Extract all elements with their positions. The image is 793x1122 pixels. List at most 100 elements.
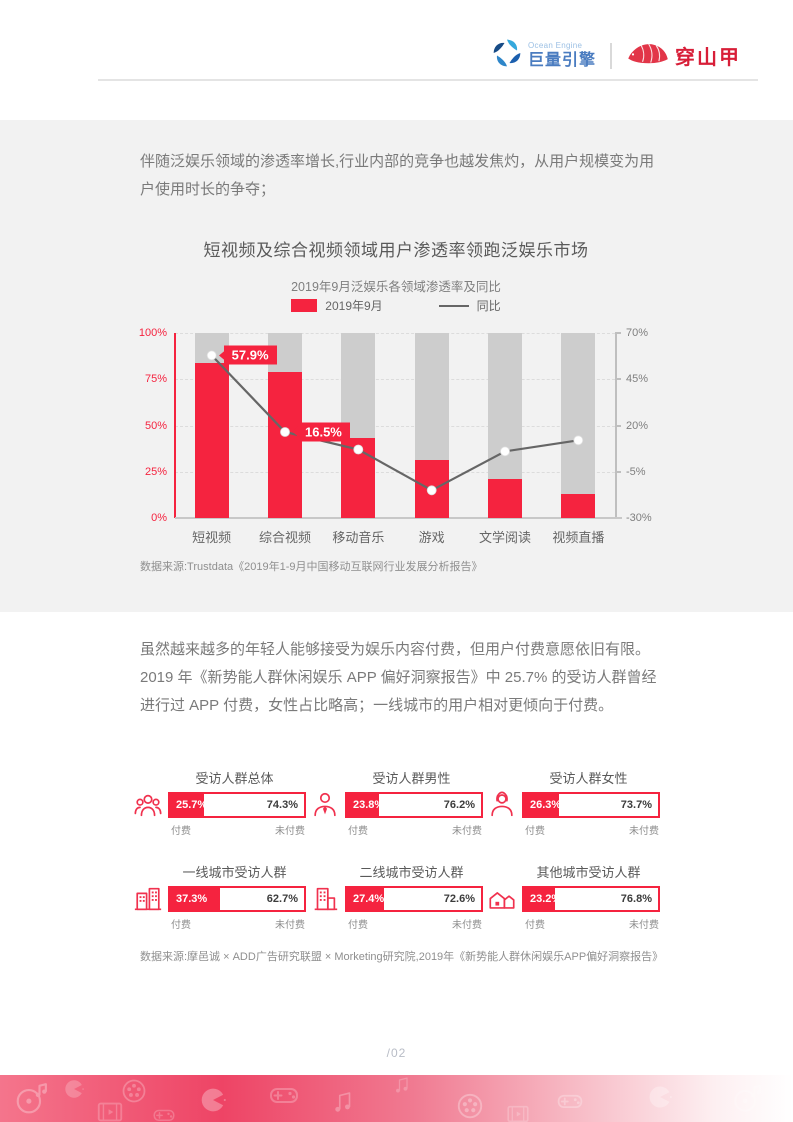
chart-source: 数据来源:Trustdata《2019年1-9月中国移动互联网行业发展分析报告》 bbox=[140, 561, 483, 573]
chart-bar bbox=[268, 371, 302, 518]
stat-block: 一线城市受访人群 37.3% 62.7% 付费 未付费 bbox=[133, 862, 308, 931]
ocean-engine-pinwheel-icon bbox=[492, 38, 522, 73]
pacman-icon bbox=[648, 1085, 672, 1109]
stat-title: 一线城市受访人群 bbox=[182, 865, 287, 880]
ocean-engine-subtext: Ocean Engine bbox=[528, 41, 583, 50]
unpaid-value: 62.7% bbox=[266, 893, 298, 905]
line-data-label: 16.5% bbox=[292, 422, 350, 442]
film-strip-icon bbox=[95, 1097, 125, 1122]
unpaid-label: 未付费 bbox=[629, 920, 659, 931]
intro-paragraph: 伴随泛娱乐领域的渗透率增长,行业内部的竞争也越发焦灼，从用户规模变为用户使用时长… bbox=[140, 153, 655, 198]
x-axis-label: 移动音乐 bbox=[332, 530, 385, 545]
y-axis-tick-left: 50% bbox=[144, 419, 167, 432]
female-person-icon bbox=[487, 790, 517, 820]
stat-title: 受访人群女性 bbox=[549, 771, 628, 786]
paid-ratio-bar: 23.2% 76.8% bbox=[522, 886, 660, 912]
paid-segment: 27.4% bbox=[347, 888, 384, 910]
chart-line-series bbox=[175, 333, 615, 518]
film-strip-icon bbox=[505, 1101, 531, 1122]
paid-ratio-bar: 26.3% 73.7% bbox=[522, 792, 660, 818]
y-axis-tick-right: 20% bbox=[626, 419, 649, 432]
paid-segment: 23.2% bbox=[524, 888, 561, 910]
legend-line-swatch bbox=[438, 304, 469, 307]
logo-divider bbox=[610, 42, 613, 69]
paid-segment: 37.3% bbox=[170, 888, 220, 910]
payment-paragraph: 虽然越来越多的年轻人能够接受为娱乐内容付费，但用户付费意愿依旧有限。2019 年… bbox=[140, 641, 657, 714]
ocean-engine-logo: Ocean Engine 巨量引擎 bbox=[492, 38, 596, 73]
y-axis-tickmark-right bbox=[615, 424, 621, 427]
paid-ratio-bar: 23.8% 76.2% bbox=[345, 792, 483, 818]
stat-block: 二线城市受访人群 27.4% 72.6% 付费 未付费 bbox=[310, 862, 485, 931]
paid-ratio-bar: 37.3% 62.7% bbox=[168, 886, 306, 912]
paid-label: 付费 bbox=[525, 920, 545, 931]
y-axis-tick-left: 25% bbox=[144, 465, 167, 478]
unpaid-value: 73.7% bbox=[620, 799, 652, 811]
gamepad-icon bbox=[556, 1087, 584, 1115]
unpaid-label: 未付费 bbox=[452, 920, 482, 931]
paid-label: 付费 bbox=[348, 826, 368, 837]
chart-gridline bbox=[175, 471, 615, 473]
x-axis-label: 游戏 bbox=[418, 530, 445, 545]
paid-segment: 26.3% bbox=[524, 794, 561, 816]
paid-label: 付费 bbox=[171, 826, 191, 837]
paid-label: 付费 bbox=[348, 920, 368, 931]
stat-title: 受访人群总体 bbox=[195, 771, 274, 786]
chart-section-panel bbox=[0, 120, 793, 612]
x-axis-label: 短视频 bbox=[192, 530, 232, 545]
y-axis-tickmark-right bbox=[615, 332, 621, 334]
y-axis-tick-left: 75% bbox=[144, 373, 167, 386]
film-reel-icon bbox=[455, 1091, 485, 1121]
stat-block: 受访人群男性 23.8% 76.2% 付费 未付费 bbox=[310, 768, 485, 837]
header-logos: Ocean Engine 巨量引擎 穿山甲 bbox=[492, 38, 741, 73]
unpaid-label: 未付费 bbox=[629, 826, 659, 837]
left-axis-line bbox=[174, 333, 176, 518]
music-note-icon bbox=[392, 1075, 412, 1095]
pangolin-logo: 穿山甲 bbox=[626, 38, 741, 73]
stat-block: 受访人群总体 25.7% 74.3% 付费 未付费 bbox=[133, 768, 308, 837]
chart-gridline bbox=[175, 379, 615, 381]
chart-legend: 2019年9月 同比 bbox=[96, 297, 696, 314]
unpaid-label: 未付费 bbox=[275, 826, 305, 837]
houses-icon bbox=[487, 884, 517, 914]
music-disc-icon bbox=[14, 1081, 48, 1115]
y-axis-tick-right: -5% bbox=[626, 465, 646, 478]
paid-label: 付费 bbox=[171, 920, 191, 931]
chart-gridline bbox=[175, 425, 615, 427]
ocean-engine-name: 巨量引擎 bbox=[528, 52, 597, 69]
chart-bg-bar bbox=[561, 333, 596, 518]
y-axis-tick-left: 0% bbox=[151, 512, 167, 524]
bottom-decor-band bbox=[0, 1075, 793, 1122]
chart-bar bbox=[488, 479, 522, 518]
unpaid-label: 未付费 bbox=[275, 920, 305, 931]
right-axis-line bbox=[615, 333, 617, 518]
music-disc-icon bbox=[732, 1083, 762, 1113]
people-group-icon bbox=[133, 790, 163, 820]
x-axis-label: 文学阅读 bbox=[478, 530, 531, 545]
stat-title: 二线城市受访人群 bbox=[359, 865, 464, 880]
paid-ratio-bar: 25.7% 74.3% bbox=[168, 792, 306, 818]
y-axis-tick-right: 45% bbox=[626, 373, 649, 386]
bottom-axis-line bbox=[175, 517, 622, 519]
pacman-icon bbox=[64, 1079, 84, 1099]
unpaid-label: 未付费 bbox=[452, 826, 482, 837]
city-buildings-icon bbox=[133, 884, 163, 914]
chart-title: 短视频及综合视频领域用户渗透率领跑泛娱乐市场 bbox=[203, 241, 589, 260]
unpaid-value: 76.8% bbox=[620, 893, 652, 905]
chart-bar bbox=[194, 362, 229, 518]
stat-block: 受访人群女性 26.3% 73.7% 付费 未付费 bbox=[487, 768, 662, 837]
stats-source: 数据来源:摩邑诚 × ADD广告研究联盟 × Morketing研究院,2019… bbox=[140, 951, 664, 963]
chart-subtitle: 2019年9月泛娱乐各领域渗透率及同比 bbox=[291, 280, 501, 294]
y-axis-tick-right: -30% bbox=[626, 512, 652, 524]
header-divider-line bbox=[98, 79, 758, 81]
paid-segment: 23.8% bbox=[347, 794, 384, 816]
gamepad-icon bbox=[152, 1103, 176, 1122]
pangolin-icon bbox=[626, 38, 670, 73]
y-axis-tickmark-right bbox=[615, 378, 621, 381]
paid-segment: 25.7% bbox=[170, 794, 207, 816]
chart-gridline bbox=[175, 333, 615, 334]
male-person-icon bbox=[310, 790, 340, 820]
unpaid-value: 76.2% bbox=[443, 799, 475, 811]
chart-bar bbox=[561, 493, 596, 518]
legend-bar-label: 2019年9月 bbox=[325, 299, 383, 313]
